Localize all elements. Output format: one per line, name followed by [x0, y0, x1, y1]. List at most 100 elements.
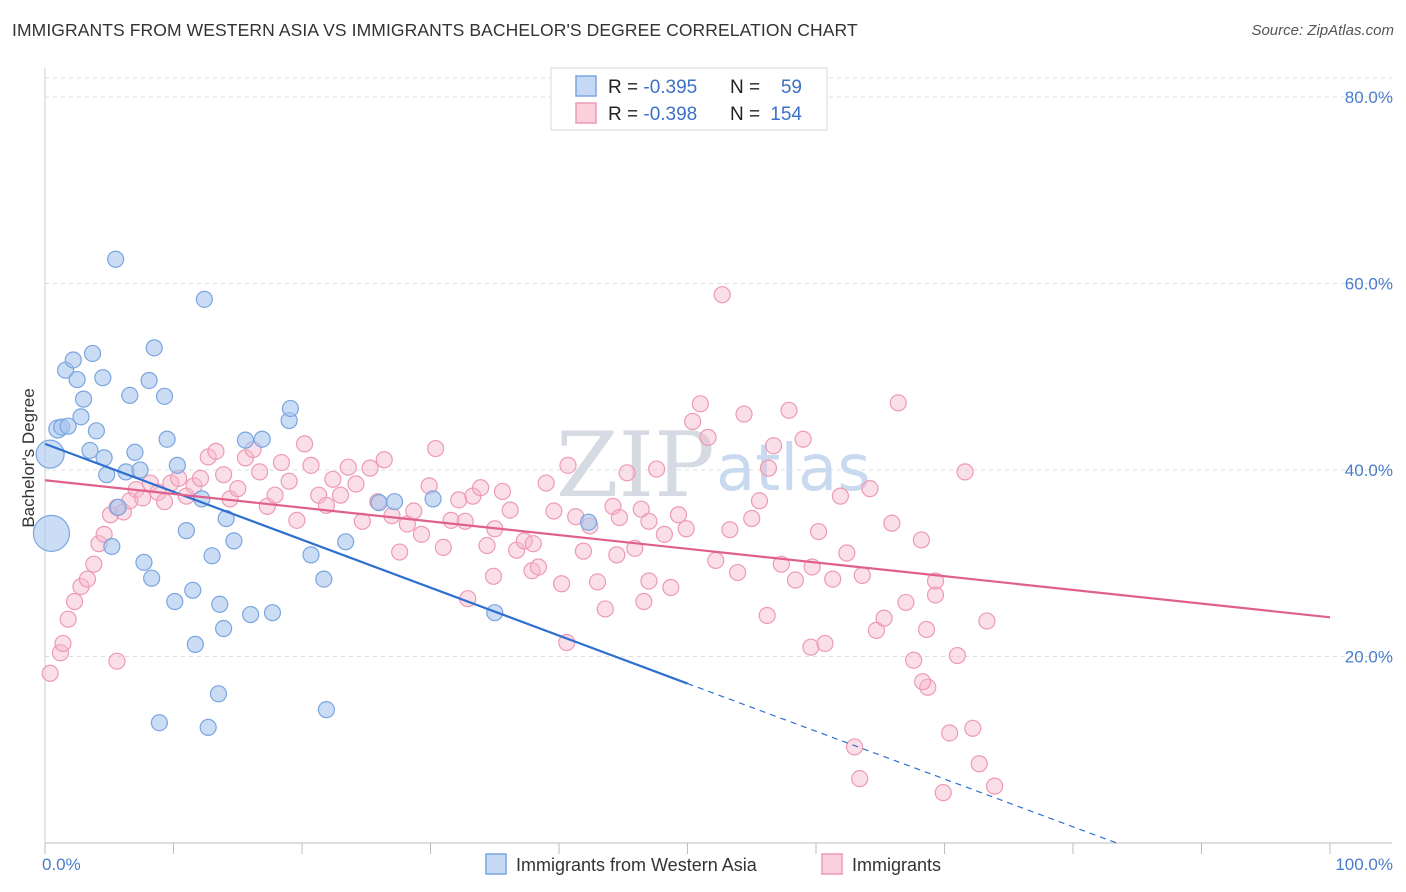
point-immigrants [427, 439, 445, 458]
point-immigrants [655, 525, 673, 543]
points-layer [32, 250, 1004, 802]
point-immigrants [95, 525, 113, 543]
point-western-asia [103, 537, 121, 556]
point-western-asia [94, 369, 112, 387]
point-western-asia [126, 443, 144, 461]
point-western-asia [131, 461, 149, 479]
point-immigrants [729, 563, 747, 582]
point-immigrants [478, 536, 496, 555]
legend-swatch-pink [575, 102, 597, 124]
point-western-asia [166, 592, 184, 611]
legend-bottom-swatch-pink [821, 853, 843, 875]
point-immigrants [669, 506, 688, 524]
point-immigrants [596, 600, 614, 618]
point-western-asia [81, 441, 99, 460]
point-immigrants [608, 546, 626, 564]
point-immigrants [537, 474, 555, 492]
point-immigrants [699, 428, 717, 446]
point-western-asia [424, 490, 442, 508]
point-western-asia [83, 344, 102, 363]
point-immigrants [215, 466, 233, 484]
point-immigrants [588, 573, 607, 591]
point-immigrants [324, 470, 342, 488]
legend-bottom-label-blue: Immigrants from Western Asia [516, 855, 758, 875]
point-immigrants [662, 578, 680, 597]
point-immigrants [889, 394, 907, 412]
point-western-asia [385, 493, 404, 511]
point-immigrants [412, 525, 431, 543]
watermark-zip: ZIP [556, 413, 715, 518]
point-immigrants [618, 464, 636, 482]
y-axis-label: Bachelor's Degree [19, 388, 38, 527]
point-western-asia [143, 569, 161, 587]
point-immigrants [191, 469, 210, 487]
legend-bottom-label-pink: Immigrants [852, 855, 941, 875]
point-immigrants [347, 475, 365, 493]
point-western-asia [337, 533, 355, 551]
point-western-asia [155, 387, 174, 405]
point-immigrants [691, 395, 709, 413]
chart-source: Source: ZipAtlas.com [1251, 22, 1394, 39]
point-immigrants [552, 575, 571, 593]
point-immigrants [750, 492, 769, 510]
point-western-asia [107, 250, 125, 268]
point-western-asia [59, 417, 77, 435]
x-tick-label: 0.0% [42, 855, 81, 874]
point-immigrants [926, 572, 945, 590]
svg-text:N =: N = [730, 104, 760, 125]
point-immigrants [956, 463, 974, 481]
point-western-asia [158, 430, 176, 448]
point-immigrants [65, 592, 84, 611]
point-immigrants [912, 531, 930, 549]
point-immigrants [883, 514, 901, 532]
point-immigrants [250, 463, 269, 481]
point-western-asia [177, 522, 195, 540]
point-immigrants [875, 609, 893, 627]
point-western-asia [236, 431, 255, 449]
point-immigrants [501, 501, 519, 519]
point-immigrants [713, 286, 731, 304]
point-western-asia [209, 685, 228, 703]
point-western-asia [168, 456, 186, 474]
point-immigrants [851, 770, 869, 788]
point-immigrants [574, 542, 593, 560]
point-immigrants [361, 459, 379, 477]
y-tick-label: 60.0% [1345, 275, 1393, 294]
point-western-asia [64, 351, 82, 369]
point-western-asia [140, 371, 158, 390]
legend-n-label-1: N = [730, 77, 760, 98]
point-immigrants [108, 652, 126, 670]
point-western-asia [263, 604, 282, 622]
svg-text:N =: N = [730, 77, 760, 98]
point-immigrants [914, 673, 932, 691]
point-immigrants [635, 592, 653, 611]
point-immigrants [867, 621, 885, 639]
point-immigrants [758, 606, 776, 625]
point-western-asia [211, 595, 229, 613]
legend-n-value-2: 154 [770, 104, 802, 125]
point-immigrants [861, 480, 879, 498]
point-western-asia [253, 430, 271, 448]
point-western-asia [184, 581, 202, 599]
point-immigrants [759, 459, 778, 477]
point-western-asia [302, 546, 320, 564]
point-immigrants [917, 620, 936, 639]
point-immigrants [610, 508, 628, 527]
point-immigrants [391, 543, 409, 561]
point-western-asia [35, 439, 65, 469]
point-immigrants [743, 509, 761, 528]
point-western-asia [315, 570, 333, 588]
point-immigrants [764, 437, 783, 455]
point-immigrants [786, 571, 805, 589]
point-immigrants [948, 646, 966, 665]
point-immigrants [456, 512, 474, 530]
trend-line-immigrants [44, 479, 1331, 619]
point-immigrants [831, 487, 850, 505]
point-immigrants [897, 593, 915, 612]
point-western-asia [317, 701, 336, 719]
watermark-atlas: atlas [716, 432, 871, 506]
y-tick-label: 80.0% [1345, 88, 1393, 107]
point-immigrants [545, 502, 563, 520]
point-immigrants [434, 538, 452, 556]
point-immigrants [905, 651, 923, 669]
